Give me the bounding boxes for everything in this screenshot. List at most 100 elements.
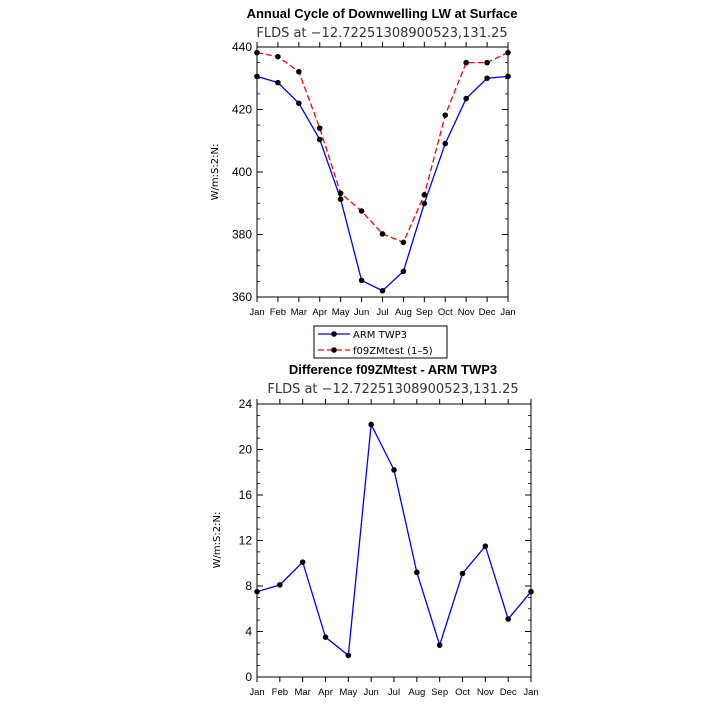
top-ytick-label: 360 [232, 290, 252, 304]
bottom-series-0-point [528, 588, 534, 595]
bottom-ytick-label: 8 [245, 579, 252, 593]
bottom-ytick-label: 12 [239, 534, 253, 548]
legend-label-f09: f09ZMtest (1–5) [353, 346, 433, 357]
bottom-xtick-label: Aug [408, 687, 425, 698]
bottom-xtick-label: Nov [477, 687, 494, 698]
bottom-series-0-point [277, 582, 283, 588]
legend-box [313, 325, 448, 359]
top-plot-frame [256, 46, 509, 298]
top-xtick-label: Nov [458, 307, 475, 318]
top-xtick-label: Jul [376, 307, 388, 318]
top-series-0-point [254, 73, 260, 80]
bottom-chart-title: Difference f09ZMtest - ARM TWP3 [289, 362, 497, 377]
bottom-xtick-label: Apr [318, 687, 333, 698]
top-series-0-point [442, 140, 449, 147]
top-series-0-point [316, 136, 323, 143]
top-ytick-label: 440 [232, 40, 252, 54]
top-xtick-label: Sep [416, 307, 433, 318]
legend-label-arm: ARM TWP3 [353, 330, 407, 341]
top-series-0-point [358, 277, 365, 284]
bottom-chart: Difference f09ZMtest - ARM TWP3 FLDS at … [212, 362, 539, 698]
top-ytick-label: 420 [232, 103, 252, 117]
bottom-series-0-point [482, 543, 489, 549]
bottom-series-line-0 [256, 422, 532, 657]
legend-marker-arm [331, 331, 337, 337]
top-series-1-point [379, 231, 386, 237]
bottom-series-0-point [436, 642, 443, 648]
top-chart-ticks: 360 380 400 420 440 Jan Feb Mar Apr May Jun Jul Aug S… [232, 40, 516, 318]
top-series-0-point [421, 200, 428, 207]
top-chart-title: Annual Cycle of Downwelling LW at Surfac… [247, 6, 518, 21]
bottom-plot-frame [256, 403, 532, 678]
top-chart-ylabel: W/m:S:2:N: [210, 144, 221, 201]
bottom-ytick-label: 16 [239, 488, 253, 502]
top-xtick-label: Dec [479, 307, 496, 318]
top-series-0-point [337, 196, 344, 202]
top-series-0-point [400, 268, 407, 275]
top-series-1-point [484, 59, 490, 66]
top-xtick-label: Feb [270, 307, 286, 318]
top-ytick-label: 380 [232, 228, 252, 242]
top-xtick-label: May [332, 307, 350, 318]
bottom-xtick-label: Jan [249, 687, 264, 698]
bottom-xtick-label: Dec [500, 687, 517, 698]
bottom-xtick-label: Feb [272, 687, 288, 698]
top-series-0-point [505, 73, 511, 80]
top-chart: Annual Cycle of Downwelling LW at Surfac… [210, 6, 518, 359]
top-chart-subtitle: FLDS at −12.72251308900523,131.25 [256, 26, 507, 41]
bottom-series-0-point [299, 559, 306, 565]
top-series-0-point [275, 79, 281, 86]
top-legend: ARM TWP3 f09ZMtest (1–5) [313, 325, 448, 359]
bottom-chart-ticks: 0 4 8 12 16 20 24 Jan Feb Mar Apr May Jun Jul Aug Sep Oc… [239, 397, 539, 698]
bottom-xtick-label: Jul [388, 687, 400, 698]
bottom-ytick-label: 0 [245, 670, 252, 684]
bottom-series-0-point [368, 421, 374, 428]
top-series-1-point [337, 190, 344, 197]
top-series-1-point [358, 208, 365, 214]
bottom-series-0-point [391, 467, 397, 473]
top-series-1-point [254, 49, 260, 56]
legend-marker-f09 [331, 347, 337, 353]
top-series-1-point [400, 239, 407, 246]
bottom-ytick-label: 24 [239, 397, 253, 411]
top-series-0-point [379, 287, 386, 294]
top-xtick-label: Jan [500, 307, 515, 318]
top-xtick-label: Apr [312, 307, 327, 318]
top-series-line-1 [256, 51, 509, 244]
top-xtick-label: Oct [438, 307, 453, 318]
top-series-1-point [275, 53, 281, 60]
top-series-1-point [421, 192, 428, 198]
top-series-0-point [463, 95, 469, 102]
top-ytick-label: 400 [232, 165, 252, 179]
bottom-series-0-point [345, 652, 352, 659]
top-chart-series [254, 49, 511, 294]
top-series-0-point [484, 75, 490, 82]
bottom-xtick-label: Sep [431, 687, 448, 698]
bottom-ytick-label: 20 [239, 443, 253, 457]
bottom-series-0-point [322, 634, 329, 640]
top-xtick-label: Mar [291, 307, 307, 318]
bottom-ytick-label: 4 [245, 625, 252, 639]
bottom-xtick-label: Jun [364, 687, 379, 698]
top-series-1-point [463, 59, 469, 66]
top-series-1-point [296, 68, 302, 75]
bottom-xtick-label: Mar [294, 687, 310, 698]
top-xtick-label: Jan [249, 307, 264, 318]
bottom-chart-subtitle: FLDS at −12.72251308900523,131.25 [267, 382, 518, 397]
top-series-1-point [505, 49, 511, 56]
top-series-line-0 [256, 75, 509, 292]
bottom-xtick-label: May [339, 687, 357, 698]
bottom-series-0-point [254, 588, 260, 595]
top-xtick-label: Jun [354, 307, 369, 318]
bottom-xtick-label: Jan [523, 687, 538, 698]
top-series-1-point [442, 112, 449, 118]
top-series-1-point [316, 125, 323, 132]
top-xtick-label: Aug [395, 307, 412, 318]
bottom-chart-ylabel: W/m:S:2:N: [212, 512, 223, 569]
bottom-series-0-point [414, 569, 420, 576]
top-series-0-point [296, 100, 302, 107]
bottom-chart-series [254, 421, 534, 659]
bottom-series-0-point [505, 616, 511, 622]
